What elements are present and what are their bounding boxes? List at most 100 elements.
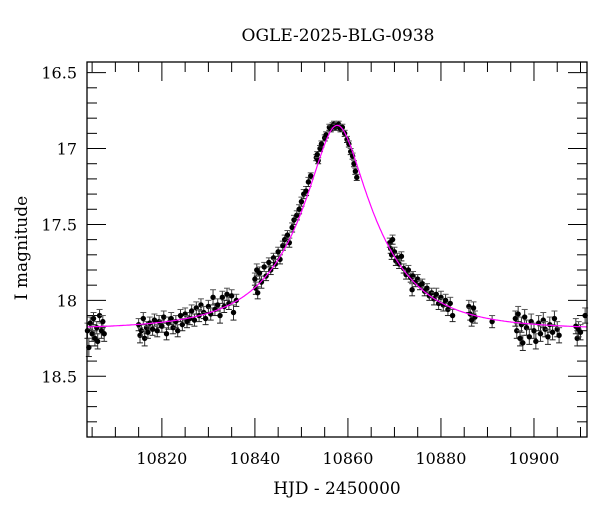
point-marker [489,318,495,325]
data-point [224,287,230,301]
data-point [96,308,103,323]
point-marker [254,290,261,296]
data-point [174,324,181,338]
point-marker [520,340,526,346]
y-tick-label: 17.5 [41,215,77,234]
point-marker [298,198,305,205]
data-point [442,293,449,307]
point-marker [308,173,314,179]
point-marker [521,314,528,320]
point-marker [339,124,346,130]
point-marker [210,294,216,301]
point-marker [168,315,174,322]
point-marker [419,280,426,287]
point-marker [256,270,263,276]
point-marker [177,312,184,319]
point-marker [545,334,551,340]
point-marker [551,315,558,322]
point-marker [470,305,477,311]
point-marker [405,267,412,273]
data-point [389,234,396,245]
point-marker [154,328,160,334]
point-marker [140,315,146,322]
axis-ticks [87,62,587,438]
data-point [489,315,496,329]
point-marker [151,317,158,323]
data-point [160,310,167,324]
model-curve [87,124,587,328]
point-marker [149,326,156,332]
point-marker [266,259,272,266]
data-point [352,167,359,175]
data-point [517,330,524,347]
point-marker [289,224,295,231]
data-point [228,289,235,303]
point-marker [214,302,221,308]
data-point [90,312,97,326]
point-marker [514,328,520,334]
data-point [191,313,198,327]
point-marker [314,151,320,158]
point-marker [252,276,258,282]
data-point [437,290,444,304]
point-marker [161,314,167,320]
data-point [519,334,526,351]
point-marker [515,311,521,317]
point-marker [217,312,223,319]
data-point [556,327,563,344]
data-point [230,304,237,321]
point-marker [305,179,312,185]
x-tick-label: 10820 [136,449,187,468]
data-point [512,310,519,327]
point-marker [138,328,145,334]
point-marker [96,312,103,319]
point-marker [318,141,325,147]
data-point [140,312,147,326]
data-point [151,313,158,327]
point-marker [447,300,453,307]
point-marker [537,331,544,337]
point-marker [258,279,265,285]
point-marker [179,321,186,328]
data-point [253,263,260,277]
point-marker [224,291,230,297]
data-point [532,333,539,350]
point-marker [230,309,237,316]
data-points [84,120,589,358]
x-tick-label: 10880 [416,449,467,468]
point-marker [261,264,267,270]
point-marker [526,334,533,340]
point-marker [409,287,415,293]
point-marker [512,315,519,322]
point-marker [549,329,556,335]
y-tick-label: 17 [57,140,77,159]
data-point [214,298,221,312]
data-point [94,333,101,350]
point-marker [90,315,97,322]
data-point [409,283,416,297]
point-marker [449,312,456,319]
point-marker [531,328,537,334]
data-point [449,308,456,323]
point-marker [101,331,107,337]
data-point [298,196,305,207]
point-marker [556,332,562,338]
point-marker [389,236,396,243]
plot-frame [86,61,588,438]
y-tick-label: 18.5 [41,367,77,386]
point-marker [442,297,449,304]
x-tick-label: 10860 [322,449,373,468]
data-point [353,173,360,181]
data-point [405,264,412,276]
y-tick-label: 16.5 [41,64,77,83]
point-marker [163,331,170,337]
point-marker [100,318,106,325]
data-point [526,328,533,345]
data-point [144,325,151,339]
point-marker [174,328,181,334]
data-point [99,315,106,329]
point-marker [275,249,281,255]
point-marker [533,338,539,345]
data-point [544,328,551,345]
